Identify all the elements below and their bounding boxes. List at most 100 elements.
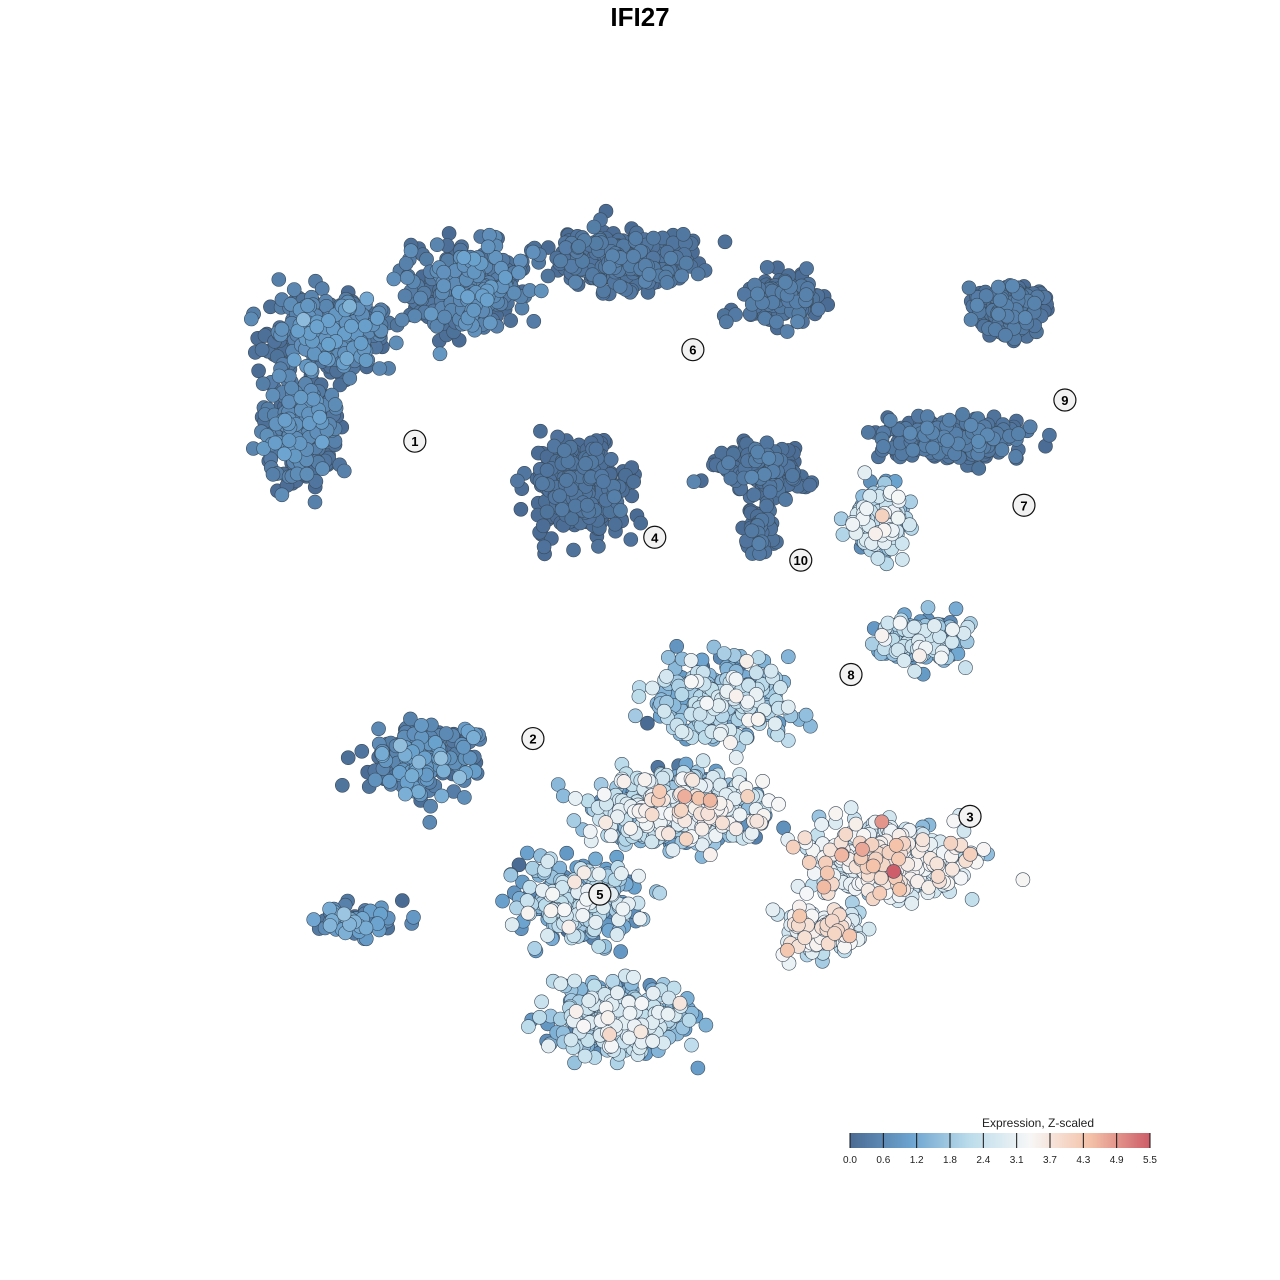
cell-point: [744, 469, 760, 485]
cell-point: [652, 885, 668, 901]
cell-point: [769, 314, 784, 330]
cell-point: [645, 1034, 661, 1049]
cell-point: [312, 409, 328, 425]
cell-point: [779, 324, 795, 339]
cell-point: [315, 461, 330, 477]
cell-point: [626, 969, 641, 985]
cell-point: [748, 665, 764, 681]
cell-point: [612, 279, 628, 294]
cell-point: [371, 721, 386, 737]
cell-point: [321, 336, 336, 352]
cell-point: [780, 699, 796, 715]
cell-point: [767, 716, 783, 732]
cell-point: [761, 450, 777, 466]
cell-point: [309, 319, 325, 335]
cell-point: [738, 730, 754, 746]
cell-point: [971, 461, 987, 476]
cell-point: [274, 321, 290, 337]
cell-points: [244, 203, 1057, 1076]
cell-point: [751, 536, 767, 551]
cell-point: [759, 498, 774, 514]
cell-point: [686, 474, 702, 490]
cell-point: [336, 463, 352, 479]
cell-point: [998, 327, 1013, 343]
cell-point: [539, 504, 555, 520]
cell-point: [277, 412, 293, 428]
cell-point: [591, 866, 607, 882]
cell-point: [359, 291, 375, 307]
cell-point: [479, 292, 495, 308]
cell-point: [964, 892, 980, 907]
cell-point: [728, 750, 744, 765]
cell-point: [958, 660, 973, 676]
cell-point: [603, 451, 619, 467]
cell-point: [641, 266, 657, 282]
cell-point: [1008, 449, 1023, 464]
cell-point: [559, 845, 575, 861]
cell-point: [659, 669, 674, 684]
chart-title: IFI27: [610, 2, 670, 32]
cell-point: [293, 390, 309, 405]
cell-point: [777, 275, 793, 290]
cell-point: [271, 368, 287, 384]
cell-point: [656, 703, 672, 719]
cell-point: [521, 1019, 536, 1034]
cell-point: [322, 918, 338, 933]
cell-point: [990, 279, 1006, 295]
cell-point: [906, 619, 922, 635]
cell-point: [536, 539, 552, 555]
cell-point: [535, 518, 551, 534]
cell-point: [631, 689, 647, 704]
cell-point: [394, 893, 410, 908]
cell-point: [601, 260, 617, 275]
cell-point: [798, 707, 814, 723]
cell-point: [535, 476, 550, 491]
cell-point: [532, 1009, 547, 1025]
cell-point: [422, 814, 438, 830]
cell-point: [568, 791, 583, 806]
cell-point: [525, 244, 541, 260]
cell-point: [904, 896, 920, 911]
cell-point: [466, 730, 481, 745]
cell-point: [595, 474, 611, 489]
cell-point: [586, 219, 602, 235]
cell-point: [992, 292, 1008, 308]
cell-point: [860, 425, 876, 440]
cell-point: [695, 753, 711, 769]
cell-point: [663, 250, 679, 266]
cell-point: [456, 250, 472, 265]
cell-point: [628, 708, 643, 724]
cell-point: [436, 264, 452, 280]
cell-point: [659, 275, 675, 290]
cell-point: [778, 492, 793, 507]
cell-point: [510, 473, 525, 489]
cell-point: [433, 750, 449, 766]
cell-point: [698, 1017, 714, 1033]
cell-point: [941, 412, 957, 428]
cell-point: [925, 440, 941, 456]
cell-point: [555, 788, 571, 804]
cell-point: [372, 361, 387, 376]
cell-point: [244, 311, 259, 327]
cell-point: [566, 813, 582, 828]
cell-point: [711, 698, 726, 714]
cell-point: [683, 653, 699, 668]
cell-point: [568, 274, 583, 290]
cell-point: [750, 286, 765, 302]
cell-point: [305, 391, 321, 407]
cell-point: [716, 646, 732, 661]
cell-point: [613, 503, 628, 518]
cell-point: [790, 314, 805, 330]
cell-point: [353, 335, 369, 351]
cell-point: [357, 318, 373, 334]
cell-point: [397, 288, 413, 304]
cell-point: [342, 298, 357, 314]
cell-point: [388, 335, 404, 351]
cell-point: [300, 298, 316, 313]
cell-point: [286, 352, 302, 368]
cell-point: [759, 260, 775, 275]
cell-point: [1011, 426, 1026, 442]
cell-point: [522, 879, 538, 895]
cell-point: [457, 790, 472, 805]
cell-point: [1005, 278, 1020, 294]
